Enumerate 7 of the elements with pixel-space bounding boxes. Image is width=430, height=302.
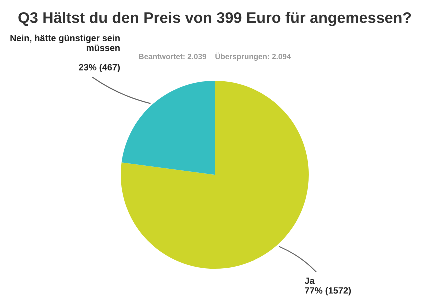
slice-label: Nein, hätte günstiger sein müssen <box>10 34 120 52</box>
pie-slice <box>122 81 215 175</box>
chart-title: Q3 Hältst du den Preis von 399 Euro für angemessen? <box>18 12 412 26</box>
slice-label: Ja <box>304 278 315 284</box>
data-label: 77% (1572) <box>305 287 352 296</box>
pie-slice <box>121 81 309 269</box>
data-label: 23% (467) <box>79 64 120 72</box>
